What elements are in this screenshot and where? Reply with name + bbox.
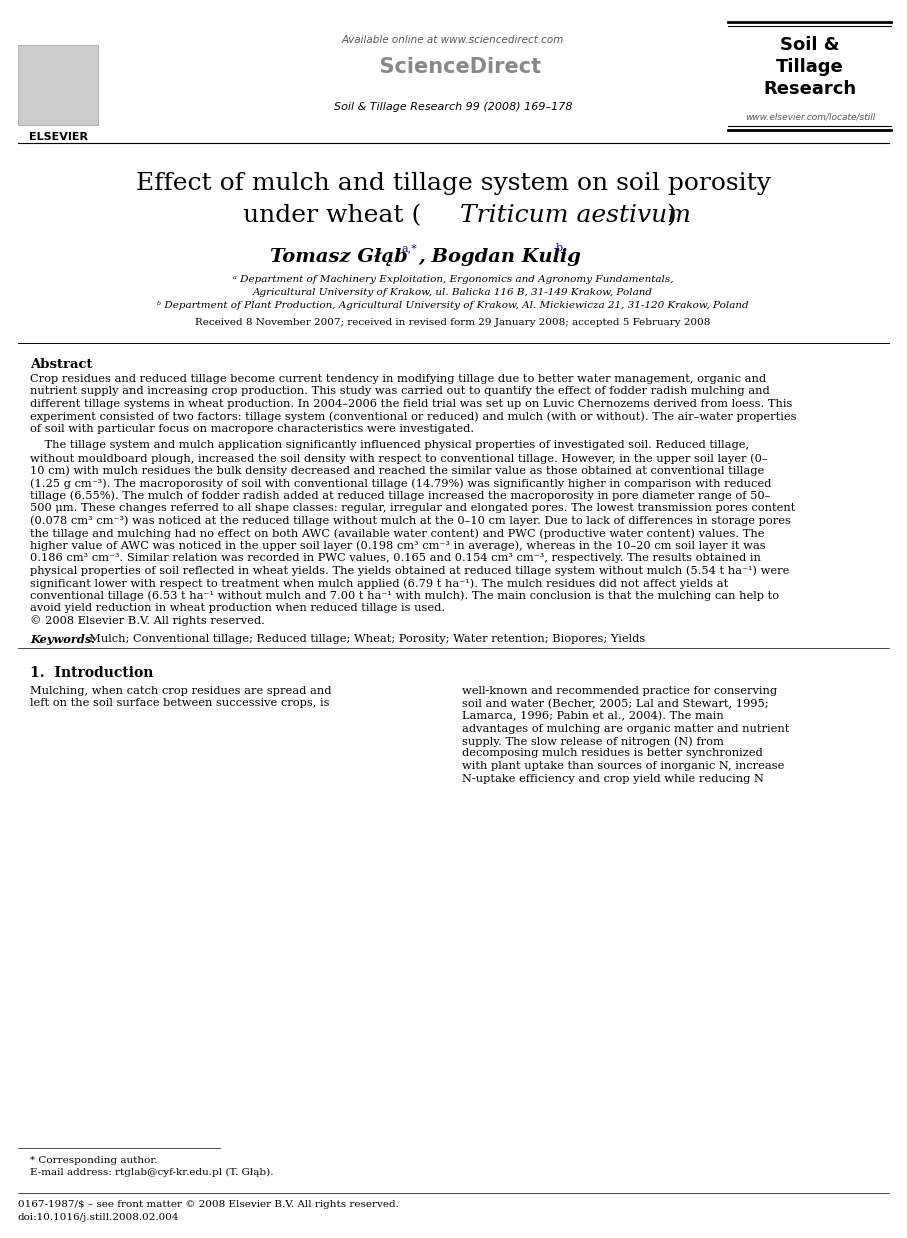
- FancyBboxPatch shape: [18, 45, 98, 125]
- Text: Mulching, when catch crop residues are spread and: Mulching, when catch crop residues are s…: [30, 686, 331, 696]
- Text: Lamarca, 1996; Pabin et al., 2004). The main: Lamarca, 1996; Pabin et al., 2004). The …: [462, 711, 724, 722]
- Text: 10 cm) with mulch residues the bulk density decreased and reached the similar va: 10 cm) with mulch residues the bulk dens…: [30, 465, 765, 477]
- Text: ScienceDirect: ScienceDirect: [365, 57, 541, 77]
- Text: tillage (6.55%). The mulch of fodder radish added at reduced tillage increased t: tillage (6.55%). The mulch of fodder rad…: [30, 490, 770, 501]
- Text: under wheat (: under wheat (: [243, 204, 421, 227]
- Text: Research: Research: [764, 80, 856, 98]
- Text: Received 8 November 2007; received in revised form 29 January 2008; accepted 5 F: Received 8 November 2007; received in re…: [195, 318, 711, 327]
- Text: experiment consisted of two factors: tillage system (conventional or reduced) an: experiment consisted of two factors: til…: [30, 411, 796, 422]
- Text: b: b: [556, 243, 563, 253]
- Text: with plant uptake than sources of inorganic N, increase: with plant uptake than sources of inorga…: [462, 761, 785, 771]
- Text: N-uptake efficiency and crop yield while reducing N: N-uptake efficiency and crop yield while…: [462, 774, 764, 784]
- Text: under wheat (                         ): under wheat ( ): [297, 204, 610, 227]
- Text: , Bogdan Kulig: , Bogdan Kulig: [418, 248, 580, 266]
- Text: soil and water (Becher, 2005; Lal and Stewart, 1995;: soil and water (Becher, 2005; Lal and St…: [462, 698, 768, 709]
- Text: Triticum aestivum: Triticum aestivum: [460, 204, 691, 227]
- Text: E-mail address: rtglab@cyf-kr.edu.pl (T. Głąb).: E-mail address: rtglab@cyf-kr.edu.pl (T.…: [30, 1167, 274, 1177]
- Text: doi:10.1016/j.still.2008.02.004: doi:10.1016/j.still.2008.02.004: [18, 1213, 180, 1222]
- Text: Soil & Tillage Research 99 (2008) 169–178: Soil & Tillage Research 99 (2008) 169–17…: [334, 102, 572, 111]
- Text: ᵃ Department of Machinery Exploitation, Ergonomics and Agronomy Fundamentals,: ᵃ Department of Machinery Exploitation, …: [233, 275, 673, 284]
- Text: supply. The slow release of nitrogen (N) from: supply. The slow release of nitrogen (N)…: [462, 737, 724, 747]
- Text: advantages of mulching are organic matter and nutrient: advantages of mulching are organic matte…: [462, 723, 789, 733]
- Text: 500 μm. These changes referred to all shape classes: regular, irregular and elon: 500 μm. These changes referred to all sh…: [30, 503, 795, 513]
- Text: higher value of AWC was noticed in the upper soil layer (0.198 cm³ cm⁻³ in avera: higher value of AWC was noticed in the u…: [30, 541, 766, 551]
- Text: avoid yield reduction in wheat production when reduced tillage is used.: avoid yield reduction in wheat productio…: [30, 603, 445, 613]
- Text: physical properties of soil reflected in wheat yields. The yields obtained at re: physical properties of soil reflected in…: [30, 566, 789, 576]
- Text: Effect of mulch and tillage system on soil porosity: Effect of mulch and tillage system on so…: [135, 172, 771, 196]
- Text: a,*: a,*: [402, 243, 418, 253]
- Text: The tillage system and mulch application significantly influenced physical prope: The tillage system and mulch application…: [30, 441, 749, 451]
- Text: * Corresponding author.: * Corresponding author.: [30, 1156, 158, 1165]
- Text: significant lower with respect to treatment when mulch applied (6.79 t ha⁻¹). Th: significant lower with respect to treatm…: [30, 578, 728, 588]
- Text: decomposing mulch residues is better synchronized: decomposing mulch residues is better syn…: [462, 749, 763, 759]
- Text: conventional tillage (6.53 t ha⁻¹ without mulch and 7.00 t ha⁻¹ with mulch). The: conventional tillage (6.53 t ha⁻¹ withou…: [30, 591, 779, 602]
- Text: www.elsevier.com/locate/still: www.elsevier.com/locate/still: [745, 111, 875, 121]
- Text: well-known and recommended practice for conserving: well-known and recommended practice for …: [462, 686, 777, 696]
- Text: Soil &: Soil &: [780, 36, 840, 54]
- Text: (0.078 cm³ cm⁻³) was noticed at the reduced tillage without mulch at the 0–10 cm: (0.078 cm³ cm⁻³) was noticed at the redu…: [30, 515, 791, 526]
- Text: 0167-1987/$ – see front matter © 2008 Elsevier B.V. All rights reserved.: 0167-1987/$ – see front matter © 2008 El…: [18, 1200, 399, 1210]
- Text: ELSEVIER: ELSEVIER: [28, 132, 87, 142]
- Text: Keywords:: Keywords:: [30, 634, 95, 645]
- Text: of soil with particular focus on macropore characteristics were investigated.: of soil with particular focus on macropo…: [30, 423, 474, 435]
- Text: Agricultural University of Krakow, ul. Balicka 116 B, 31-149 Krakow, Poland: Agricultural University of Krakow, ul. B…: [253, 288, 653, 297]
- Text: © 2008 Elsevier B.V. All rights reserved.: © 2008 Elsevier B.V. All rights reserved…: [30, 615, 265, 626]
- Text: 1.  Introduction: 1. Introduction: [30, 666, 153, 680]
- Text: nutrient supply and increasing crop production. This study was carried out to qu: nutrient supply and increasing crop prod…: [30, 386, 770, 396]
- Text: 0.186 cm³ cm⁻³. Similar relation was recorded in PWC values, 0.165 and 0.154 cm³: 0.186 cm³ cm⁻³. Similar relation was rec…: [30, 553, 761, 563]
- Text: the tillage and mulching had no effect on both AWC (available water content) and: the tillage and mulching had no effect o…: [30, 527, 765, 539]
- Text: (1.25 g cm⁻³). The macroporosity of soil with conventional tillage (14.79%) was : (1.25 g cm⁻³). The macroporosity of soil…: [30, 478, 771, 489]
- Text: Abstract: Abstract: [30, 358, 93, 371]
- Text: Tillage: Tillage: [776, 58, 844, 76]
- Text: left on the soil surface between successive crops, is: left on the soil surface between success…: [30, 698, 329, 708]
- Text: Crop residues and reduced tillage become current tendency in modifying tillage d: Crop residues and reduced tillage become…: [30, 374, 766, 384]
- Text: without mouldboard plough, increased the soil density with respect to convention: without mouldboard plough, increased the…: [30, 453, 767, 463]
- Text: different tillage systems in wheat production. In 2004–2006 the field trial was : different tillage systems in wheat produ…: [30, 399, 793, 409]
- Text: ᵇ Department of Plant Production, Agricultural University of Krakow, Al. Mickiew: ᵇ Department of Plant Production, Agricu…: [157, 301, 749, 310]
- Text: ): ): [666, 204, 676, 227]
- Text: Available online at www.sciencedirect.com: Available online at www.sciencedirect.co…: [342, 35, 564, 45]
- Text: Mulch; Conventional tillage; Reduced tillage; Wheat; Porosity; Water retention; : Mulch; Conventional tillage; Reduced til…: [82, 634, 645, 644]
- Text: Tomasz Głąb: Tomasz Głąb: [270, 248, 408, 266]
